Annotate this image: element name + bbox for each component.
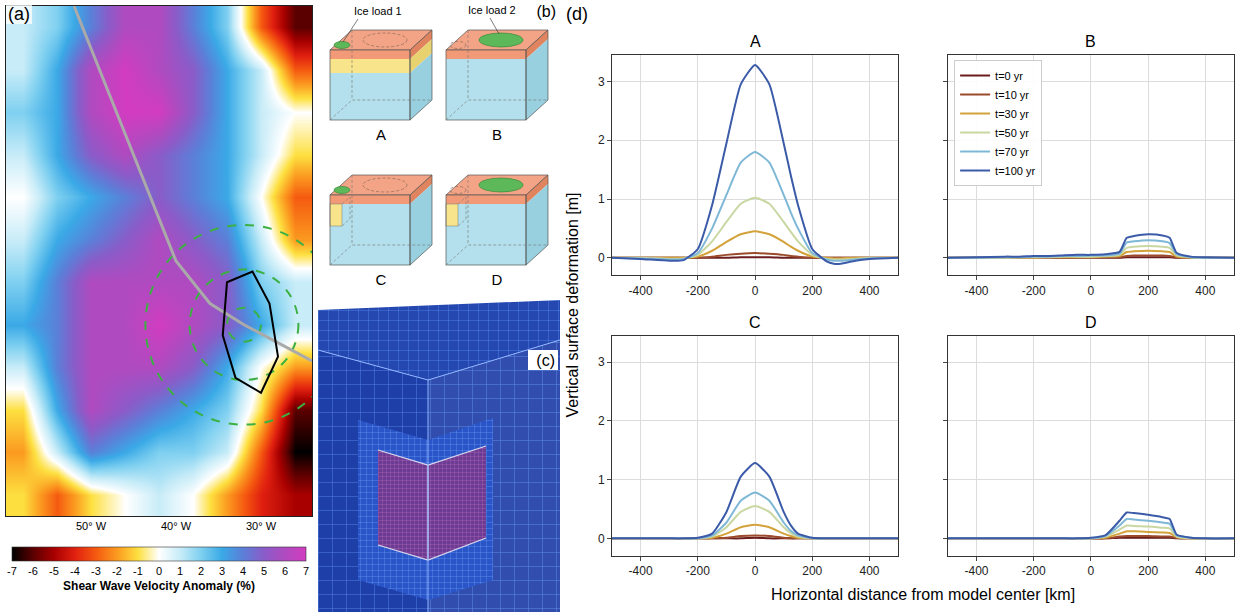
- svg-text:-7: -7: [7, 565, 17, 577]
- svg-text:t=30 yr: t=30 yr: [995, 108, 1029, 120]
- html-text:(a): (a): [8, 4, 30, 24]
- svg-text:2: 2: [598, 414, 605, 428]
- svg-text:-2: -2: [112, 565, 122, 577]
- svg-text:Ice load 1: Ice load 1: [354, 5, 402, 17]
- svg-text:C: C: [749, 314, 761, 331]
- svg-text:-5: -5: [49, 565, 59, 577]
- svg-text:-4: -4: [70, 565, 80, 577]
- svg-text:3: 3: [219, 565, 225, 577]
- svg-text:Horizontal distance from model: Horizontal distance from model center [k…: [771, 586, 1075, 603]
- svg-text:200: 200: [1138, 564, 1158, 578]
- svg-text:2: 2: [598, 133, 605, 147]
- svg-text:-400: -400: [964, 284, 988, 298]
- svg-text:A: A: [750, 33, 761, 50]
- svg-text:0: 0: [1088, 564, 1095, 578]
- svg-text:2: 2: [198, 565, 204, 577]
- svg-text:-200: -200: [1022, 564, 1046, 578]
- svg-text:t=100 yr: t=100 yr: [995, 165, 1035, 177]
- svg-text:50° W: 50° W: [76, 520, 107, 532]
- svg-text:D: D: [492, 271, 503, 288]
- svg-text:200: 200: [802, 564, 822, 578]
- svg-text:-200: -200: [686, 564, 710, 578]
- svg-text:-3: -3: [91, 565, 101, 577]
- svg-text:-400: -400: [629, 284, 653, 298]
- svg-text:30° W: 30° W: [246, 520, 277, 532]
- svg-text:B: B: [1085, 33, 1096, 50]
- svg-text:6: 6: [282, 565, 288, 577]
- svg-text:C: C: [376, 271, 387, 288]
- svg-text:D: D: [1085, 314, 1097, 331]
- svg-text:B: B: [492, 126, 502, 143]
- svg-text:0: 0: [156, 565, 162, 577]
- svg-text:0: 0: [752, 564, 759, 578]
- svg-text:7: 7: [303, 565, 309, 577]
- svg-text:0: 0: [1088, 284, 1095, 298]
- svg-text:0: 0: [598, 251, 605, 265]
- svg-text:1: 1: [598, 473, 605, 487]
- svg-text:5: 5: [261, 565, 267, 577]
- svg-text:-200: -200: [1022, 284, 1046, 298]
- svg-text:-6: -6: [28, 565, 38, 577]
- svg-text:200: 200: [802, 284, 822, 298]
- html-text:(d): (d): [566, 4, 588, 24]
- svg-text:Shear Wave Velocity Anomaly (%: Shear Wave Velocity Anomaly (%): [63, 579, 255, 593]
- svg-text:0: 0: [752, 284, 759, 298]
- svg-text:Vertical surface deformation [: Vertical surface deformation [m]: [564, 193, 581, 418]
- svg-text:-400: -400: [629, 564, 653, 578]
- svg-text:400: 400: [859, 284, 879, 298]
- svg-text:(b): (b): [536, 3, 556, 20]
- svg-text:400: 400: [859, 564, 879, 578]
- svg-text:A: A: [376, 126, 386, 143]
- svg-text:200: 200: [1138, 284, 1158, 298]
- svg-text:1: 1: [598, 192, 605, 206]
- svg-text:400: 400: [1195, 564, 1215, 578]
- svg-text:1: 1: [177, 565, 183, 577]
- svg-text:Ice load 2: Ice load 2: [468, 4, 516, 16]
- svg-text:-200: -200: [686, 284, 710, 298]
- svg-text:0: 0: [598, 532, 605, 546]
- svg-text:40° W: 40° W: [161, 520, 192, 532]
- svg-text:4: 4: [240, 565, 246, 577]
- svg-text:t=50 yr: t=50 yr: [995, 127, 1029, 139]
- svg-text:-1: -1: [133, 565, 143, 577]
- svg-text:(c): (c): [536, 352, 555, 369]
- svg-text:t=70 yr: t=70 yr: [995, 146, 1029, 158]
- svg-text:3: 3: [598, 75, 605, 89]
- svg-text:-400: -400: [964, 564, 988, 578]
- svg-text:t=10 yr: t=10 yr: [995, 89, 1029, 101]
- svg-text:400: 400: [1195, 284, 1215, 298]
- svg-text:3: 3: [598, 355, 605, 369]
- svg-text:t=0 yr: t=0 yr: [995, 70, 1023, 82]
